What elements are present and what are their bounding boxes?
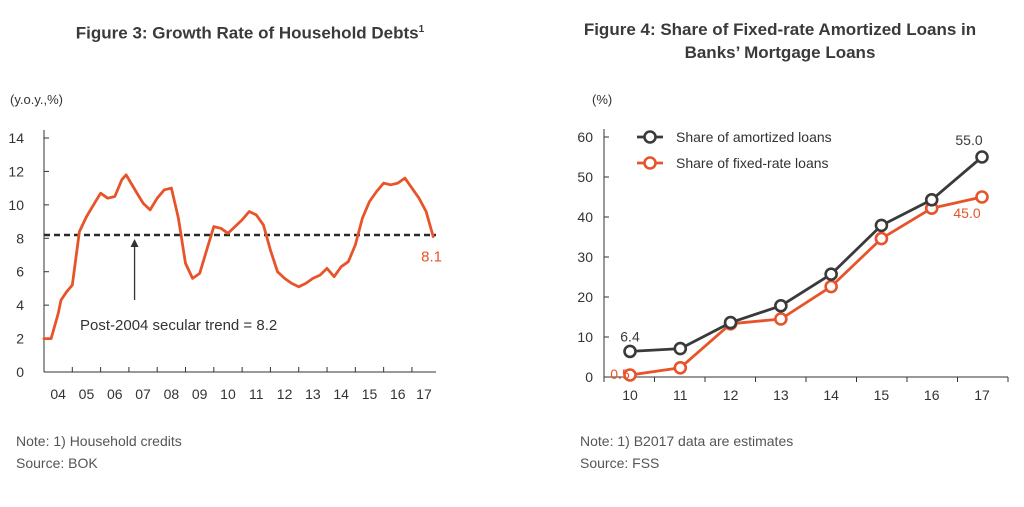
fig4-x-tick-label: 14 [823, 387, 839, 403]
fig3-x-tick-label: 17 [416, 386, 432, 402]
fig3-x-tick-label: 07 [135, 386, 151, 402]
fig3-y-tick-label: 2 [16, 331, 24, 347]
fig4-point-0 [874, 218, 889, 233]
fig3-x-tick-label: 04 [50, 386, 66, 402]
figure-4-title-line2: Banks’ Mortgage Loans [684, 43, 876, 62]
fig3-y-tick-label: 12 [8, 163, 24, 179]
fig4-point-1 [975, 190, 989, 204]
fig3-y-tick-label: 0 [16, 364, 24, 380]
fig4-point-1 [874, 231, 889, 246]
fig4-point-1 [774, 312, 788, 326]
fig3-x-tick-label: 10 [220, 386, 236, 402]
fig4-y-tick-label: 40 [577, 209, 593, 225]
fig3-end-value-label: 8.1 [421, 249, 442, 266]
fig4-legend-label: Share of amortized loans [676, 129, 832, 145]
fig4-series-line-1 [629, 195, 983, 377]
fig3-y-tick-label: 8 [16, 230, 24, 246]
fig4-y-tick-label: 20 [577, 289, 593, 305]
fig3-reference-label: Post-2004 secular trend = 8.2 [80, 317, 277, 334]
figure-4-title-line1: Figure 4: Share of Fixed-rate Amortized … [583, 20, 977, 39]
fig4-point-0 [673, 341, 688, 356]
fig4-point-0 [774, 298, 788, 313]
fig3-x-tick-label: 16 [390, 386, 406, 402]
fig4-point-1 [623, 368, 637, 382]
fig4-point-0 [924, 193, 939, 207]
fig3-x-tick-label: 11 [249, 386, 264, 402]
figure-4-source: Source: FSS [580, 455, 660, 471]
fig3-x-tick-label: 14 [333, 386, 349, 402]
fig3-reference-arrow-head [130, 238, 139, 247]
fig3-x-tick-label: 09 [192, 386, 208, 402]
figure-3-note: Note: 1) Household credits [16, 433, 182, 449]
fig3-y-tick-label: 10 [8, 197, 24, 213]
fig4-legend-marker [643, 156, 657, 170]
fig4-data-label: 0.5 [610, 366, 630, 382]
fig4-y-tick-label: 0 [585, 369, 593, 385]
fig3-y-tick-label: 4 [16, 297, 24, 313]
figure-3-notes: Note: 1) Household credits Source: BOK [16, 430, 182, 474]
fig4-series-line-0 [629, 155, 983, 353]
fig4-x-tick-label: 11 [673, 387, 688, 403]
fig4-point-1 [673, 360, 688, 375]
fig4-legend-marker [643, 130, 657, 144]
fig3-y-tick-label: 6 [16, 264, 24, 280]
fig3-x-tick-label: 13 [305, 386, 321, 402]
fig4-x-tick-label: 10 [622, 387, 638, 403]
figure-4-note: Note: 1) B2017 data are estimates [580, 433, 794, 449]
figure-3-title-footnote: 1 [418, 24, 425, 35]
figure-4-notes: Note: 1) B2017 data are estimates Source… [580, 430, 793, 474]
fig4-x-tick-label: 15 [874, 387, 890, 403]
fig4-y-tick-label: 50 [577, 169, 593, 185]
fig4-data-label: 6.4 [620, 328, 640, 344]
fig4-x-tick-label: 12 [723, 387, 739, 403]
fig4-y-axis-label: (%) [592, 92, 612, 107]
fig4-point-0 [723, 315, 738, 330]
fig4-legend-label: Share of fixed-rate loans [676, 155, 829, 171]
fig3-y-axis-label: (y.o.y.,%) [10, 92, 63, 107]
fig4-x-tick-label: 13 [773, 387, 789, 403]
fig3-x-tick-label: 08 [164, 386, 180, 402]
figure-3-title: Figure 3: Growth Rate of Household Debts… [20, 18, 480, 45]
fig3-x-tick-label: 15 [362, 386, 378, 402]
fig4-point-0 [824, 267, 838, 282]
fig4-point-0 [975, 150, 989, 164]
fig3-x-tick-label: 12 [277, 386, 293, 402]
fig4-y-tick-label: 10 [577, 329, 593, 345]
fig4-y-tick-label: 60 [577, 129, 593, 145]
fig3-y-tick-label: 14 [8, 130, 24, 146]
fig4-point-1 [824, 279, 838, 294]
fig4-x-tick-label: 16 [924, 387, 940, 403]
fig4-point-0 [623, 344, 637, 359]
fig4-x-tick-label: 17 [974, 387, 990, 403]
figure-4-title: Figure 4: Share of Fixed-rate Amortized … [540, 18, 1020, 64]
figure-3-title-text: Figure 3: Growth Rate of Household Debts [75, 23, 419, 43]
fig4-data-label: 55.0 [955, 132, 982, 148]
fig3-series-line [42, 173, 435, 341]
fig4-data-label: 45.0 [953, 205, 980, 221]
fig4-y-tick-label: 30 [577, 249, 593, 265]
figure-3-source: Source: BOK [16, 455, 98, 471]
fig3-x-tick-label: 05 [79, 386, 95, 402]
fig3-x-tick-label: 06 [107, 386, 123, 402]
